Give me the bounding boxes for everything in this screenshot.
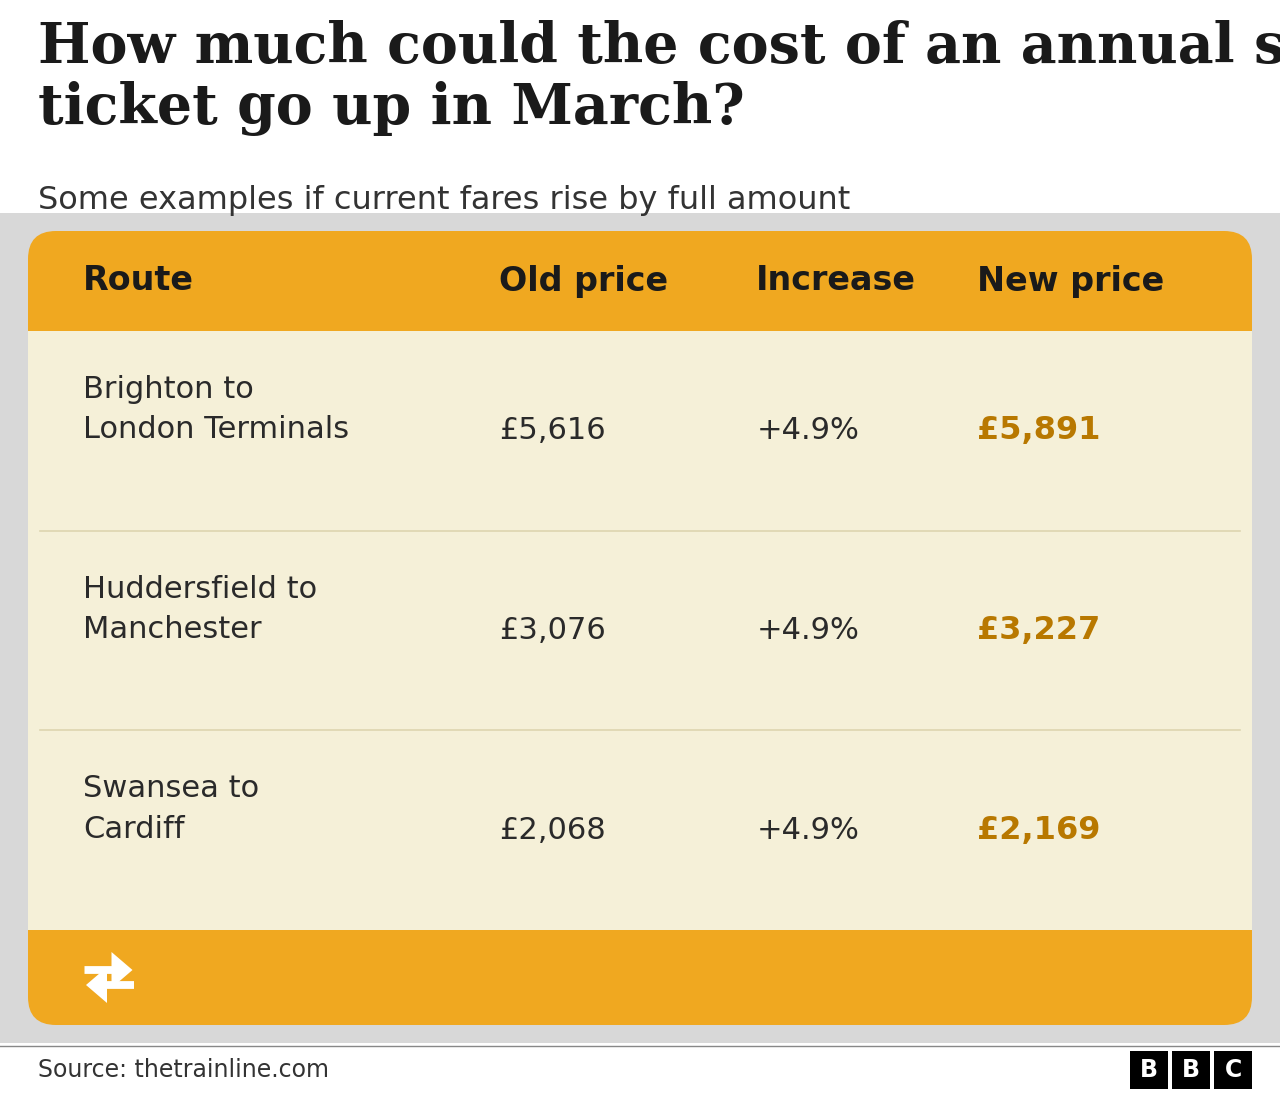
- Text: Swansea to
Cardiff: Swansea to Cardiff: [83, 774, 260, 843]
- Text: B: B: [1140, 1058, 1158, 1082]
- Bar: [28, 330, 1252, 930]
- Text: £5,616: £5,616: [499, 416, 605, 446]
- Text: Route: Route: [83, 265, 195, 298]
- Text: +4.9%: +4.9%: [756, 816, 859, 844]
- Text: £3,227: £3,227: [977, 615, 1100, 646]
- Text: £2,068: £2,068: [499, 816, 605, 844]
- Bar: [1213, 1051, 1252, 1089]
- Text: Brighton to
London Terminals: Brighton to London Terminals: [83, 374, 349, 445]
- Text: Old price: Old price: [499, 265, 668, 298]
- Bar: [1130, 1051, 1169, 1089]
- Bar: [1172, 1051, 1210, 1089]
- Text: B: B: [1181, 1058, 1201, 1082]
- Text: Huddersfield to
Manchester: Huddersfield to Manchester: [83, 574, 317, 645]
- Text: How much could the cost of an annual season
ticket go up in March?: How much could the cost of an annual sea…: [38, 20, 1280, 136]
- Text: £2,169: £2,169: [977, 815, 1100, 845]
- Text: C: C: [1225, 1058, 1242, 1082]
- Bar: [0, 213, 1280, 1043]
- Text: Source: thetrainline.com: Source: thetrainline.com: [38, 1058, 329, 1082]
- FancyBboxPatch shape: [28, 231, 1252, 1026]
- Text: £3,076: £3,076: [499, 616, 605, 645]
- Text: New price: New price: [977, 265, 1164, 298]
- Polygon shape: [84, 952, 133, 988]
- Text: +4.9%: +4.9%: [756, 416, 859, 446]
- Text: Some examples if current fares rise by full amount: Some examples if current fares rise by f…: [38, 184, 850, 216]
- Polygon shape: [86, 967, 134, 1002]
- Text: Increase: Increase: [756, 265, 916, 298]
- Text: £5,891: £5,891: [977, 415, 1100, 446]
- Text: +4.9%: +4.9%: [756, 616, 859, 645]
